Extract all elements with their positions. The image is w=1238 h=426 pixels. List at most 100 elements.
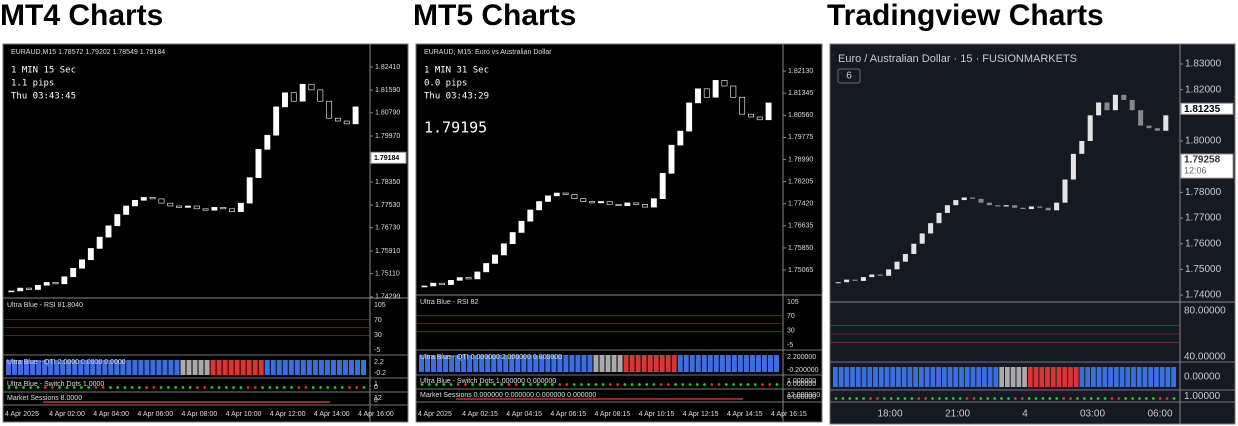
qti-bar: [330, 360, 336, 375]
candle: [483, 263, 490, 273]
qti-bar: [138, 360, 144, 375]
candle: [536, 201, 543, 211]
switch-dot: [1041, 397, 1045, 400]
switch-dot: [297, 386, 301, 389]
candle: [633, 202, 640, 205]
qti-bar: [701, 355, 707, 372]
switch-dot: [29, 386, 33, 389]
switch-dot: [1007, 397, 1010, 400]
switch-dot: [427, 383, 431, 386]
candle: [686, 102, 693, 132]
candle: [844, 279, 850, 283]
indicator-scale: 12: [374, 395, 382, 402]
switch-dot: [869, 397, 872, 400]
qti-bar: [671, 355, 677, 372]
switch-dot: [674, 383, 677, 386]
switch-dot: [1165, 397, 1169, 400]
qti-bar: [761, 355, 767, 372]
price-tick-label: 1.77530: [375, 202, 400, 209]
switch-dot: [558, 383, 562, 386]
timer-info: 1.1 pips: [11, 79, 54, 89]
switch-dot: [239, 386, 243, 389]
indicator-scale: 0.000000: [787, 381, 816, 388]
time-label: 4 Apr 02:00: [49, 411, 85, 418]
qti-bar: [641, 355, 647, 372]
candle: [229, 208, 235, 212]
switch-dot: [80, 386, 83, 389]
qti-bar: [204, 360, 210, 375]
candle: [79, 259, 85, 269]
qti-bar: [767, 355, 773, 372]
switch-dot: [601, 383, 605, 386]
qti-bar: [1148, 367, 1154, 387]
candle: [765, 102, 772, 121]
panel-frame: [829, 43, 1236, 425]
switch-dot: [1138, 397, 1141, 400]
switch-dot: [72, 386, 76, 389]
qti-bar: [1102, 367, 1108, 387]
qti-bar: [90, 360, 96, 375]
switch-dot: [616, 383, 620, 386]
qti-bar: [993, 367, 999, 387]
switch-dot: [944, 397, 948, 400]
switch-dot: [282, 386, 286, 389]
price-tick-label: 1.75850: [788, 245, 813, 252]
candle: [928, 223, 934, 234]
price-tick-label: 1.74000: [1185, 290, 1222, 301]
qti-bar: [1079, 367, 1085, 387]
switch-dot: [217, 386, 221, 389]
qti-bar: [36, 360, 42, 375]
switch-dot: [58, 386, 62, 389]
qti-bar: [228, 360, 234, 375]
qti-bar: [1136, 367, 1142, 387]
candle: [580, 198, 587, 202]
switch-dot: [587, 383, 591, 386]
qti-bar: [1045, 367, 1050, 387]
candle: [1020, 207, 1026, 210]
candle: [986, 202, 992, 206]
candle: [1121, 94, 1127, 100]
qti-bar: [461, 355, 467, 372]
qti-bar: [168, 360, 174, 375]
qti-bar: [180, 360, 186, 375]
qti-bar: [425, 355, 431, 372]
candle: [167, 202, 174, 207]
qti-bar: [282, 360, 288, 375]
qti-bar: [174, 360, 180, 375]
switch-dot: [753, 383, 757, 386]
qti-bar: [264, 360, 270, 375]
candle: [456, 277, 463, 281]
candle: [911, 243, 917, 254]
qti-bar: [1027, 367, 1033, 387]
switch-dot: [965, 397, 969, 400]
qti-bar: [635, 355, 641, 372]
price-tick-label: 1.78350: [375, 179, 400, 186]
interval-button: [837, 68, 861, 84]
price-tick-label: 1.82410: [375, 64, 400, 71]
qti-bar: [60, 360, 66, 375]
qti-bar: [1016, 367, 1022, 387]
qti-bar: [707, 355, 713, 372]
qti-bar: [503, 355, 509, 372]
switch-dot: [304, 386, 308, 389]
candle: [220, 207, 227, 210]
price-tick-label: 1.77000: [1185, 213, 1222, 224]
candle: [1079, 141, 1085, 154]
qti-bar: [557, 355, 563, 372]
switch-dot: [724, 383, 728, 386]
switch-dot: [246, 386, 250, 389]
qti-bar: [878, 367, 884, 387]
qti-bar: [901, 367, 907, 387]
candle: [352, 106, 359, 125]
time-label: 4 Apr 10:00: [226, 411, 262, 418]
price-tick-label: 1.81345: [788, 90, 813, 97]
qti-bar: [66, 360, 72, 375]
indicator-scale: -0.2: [374, 370, 386, 377]
indicator-label: Ultra Blue - Switch Dots 1.000000 0.0000…: [420, 378, 556, 385]
switch-dot: [1103, 397, 1107, 400]
price-box: [370, 151, 407, 164]
price-tick-label: 1.82130: [788, 68, 813, 75]
qti-bar: [1010, 367, 1016, 387]
indicator-scale: 0: [374, 397, 378, 404]
switch-dot: [688, 383, 692, 386]
